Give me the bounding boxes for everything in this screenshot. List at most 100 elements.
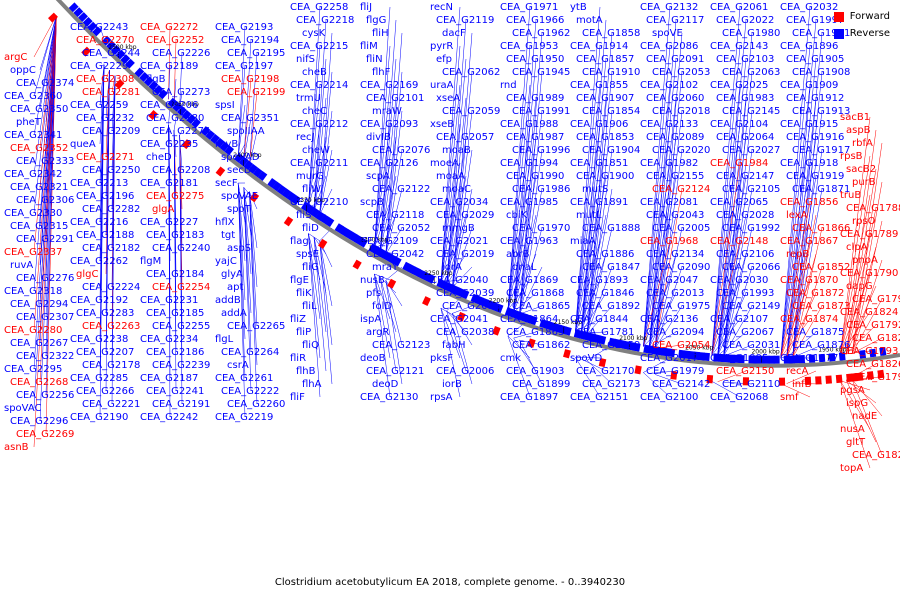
gene-label: CEA_G1891 [570,197,628,208]
label-leader-line [440,201,461,283]
gene-label: CEA_G1906 [570,119,628,130]
gene-label: CEA_G1781 [576,327,634,338]
position-tick: 2500 kbp [108,44,137,58]
gene-label: iorA [442,262,462,273]
gene-label: CEA_G2173 [582,379,640,390]
gene-label: CEA_G1874 [780,314,838,325]
label-leader-line [385,227,403,255]
reverse-gene-feature [134,67,145,78]
gene-label: CEA_G2330 [4,208,62,219]
label-leader-line [179,130,183,136]
gene-label: CEA_G2213 [70,178,128,189]
gene-label: CEA_G2181 [140,178,198,189]
gene-label: CEA_G1953 [500,41,558,52]
label-leader-line [99,64,105,67]
label-leader-line [446,97,467,285]
gene-label: CEA_G1862 [512,340,570,351]
label-leader-line [519,110,543,315]
position-ticks: 1950 kbp 2000 kbp 2050 kbp 2100 kbp 2150 kbp… [108,44,847,363]
forward-gene-feature [318,238,328,249]
gene-label: ispA [360,314,381,325]
gene-label: CEA_G2254 [152,282,210,293]
gene-label: CEA_G1987 [506,132,564,143]
position-tick-label: 2050 kbp [685,345,713,352]
label-leader-line [513,214,537,313]
gene-label: CEA_G2197 [215,61,273,72]
label-leader-line [513,97,537,313]
gene-label: CEA_G1913 [792,106,850,117]
label-leader-line [717,370,747,382]
position-tick: 2300 kbp [360,237,389,251]
gene-label: CEA_G2271 [76,152,134,163]
gene-label: gltT [846,437,866,448]
label-leader-line [780,162,811,358]
gene-label: argR [366,327,389,338]
label-leader-line [33,15,57,292]
gene-label: CEA_G2052 [372,223,430,234]
label-leader-line [379,58,397,252]
label-leader-line [780,6,811,358]
reverse-gene-feature [828,353,836,362]
label-leader-line [243,187,252,236]
label-leader-line [99,26,105,39]
gene-label: CEA_G1904 [582,145,640,156]
gene-label: CEA_G2333 [16,156,74,167]
gene-label: CEA_G2061 [710,2,768,13]
position-tick-label: 2150 kbp [554,319,582,326]
reverse-gene-feature [210,133,220,144]
gene-label: CEA_G2259 [70,100,128,111]
genome-backbone-arc [55,0,900,368]
gene-label: CEA_G1919 [786,171,844,182]
forward-gene-feature [815,376,822,385]
label-leader-line [575,45,601,332]
reverse-gene-feature [339,226,349,237]
label-leader-line [440,84,461,283]
label-leader-line [786,253,817,358]
label-leader-line [385,149,403,255]
label-leader-line [711,381,741,398]
reverse-gene-feature [191,118,201,129]
gene-label: CEA_G2262 [70,256,128,267]
position-tick-label: 2100 kbp [619,335,647,342]
label-leader-line [33,15,57,136]
reverse-gene-feature [125,58,135,69]
label-leader-line [452,149,473,288]
label-leader-line [840,380,871,391]
label-leader-line [379,136,397,252]
gene-label: CEA_G1982 [640,158,698,169]
label-leader-line [839,233,871,355]
label-leader-line [33,15,57,409]
label-leader-line [452,110,473,288]
label-leader-line [99,64,105,418]
reverse-gene-feature [728,354,735,363]
reverse-gene-feature [257,170,268,181]
forward-gene-feature [563,349,571,359]
gene-label: CEA_G1988 [500,119,558,130]
gene-label: CEA_G1857 [576,54,634,65]
reverse-gene-feature [82,16,93,27]
reverse-swatch [833,28,844,39]
gene-label: flgM [140,256,161,267]
reverse-gene-feature [748,355,755,364]
gene-label: CEA_G2022 [716,15,774,26]
gene-label: CEA_G2196 [76,191,134,202]
forward-gene-feature [778,377,786,386]
label-leader-line [519,188,543,315]
gene-label: CEA_G1983 [716,93,774,104]
gene-label: CEA_G2105 [722,184,780,195]
label-leader-line [385,280,403,385]
gene-label: CEA_G2337 [4,247,62,258]
label-leader-line [243,187,252,314]
label-leader-line [440,308,461,398]
gene-label: CEA_G2191 [152,399,210,410]
label-leader-line [780,45,811,358]
reverse-gene-feature [106,40,117,51]
gene-label: CEA_G2189 [140,61,198,72]
reverse-gene-feature [402,261,412,272]
gene-label: CEA_G1970 [512,223,570,234]
label-leader-line [39,15,57,422]
gene-label: CEA_G2130 [360,392,418,403]
gene-label: lexA [786,210,808,221]
reverse-gene-feature [426,273,436,284]
position-tick-label: 1950 kbp [818,347,846,354]
